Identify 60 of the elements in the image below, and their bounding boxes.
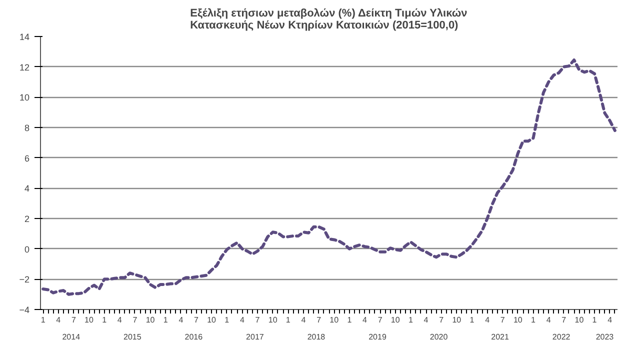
x-tick-label: 4: [56, 316, 62, 324]
y-tick-label: 4: [24, 184, 30, 194]
x-tick-label: 1: [286, 316, 291, 324]
y-tick-label: 8: [24, 123, 30, 133]
y-tick-label: 10: [19, 92, 30, 103]
x-tick-label: 7: [255, 316, 260, 324]
x-tick-label: 4: [424, 316, 429, 324]
x-tick-label: 4: [546, 316, 552, 324]
x-tick-label: 10: [330, 316, 340, 324]
y-tick-label: −4: [19, 305, 30, 315]
chart-title: Εξέλιξη ετήσιων μεταβολών (%) Δείκτη Τιμών Υλικών Κατασκευής Νέων Κτηρίων Κατοικιών (2015=100,0): [190, 8, 468, 32]
x-tick-label: 10: [574, 316, 584, 324]
text: 2020: [430, 332, 448, 342]
x-tick-label: 10: [513, 316, 523, 324]
x-tick-label: 7: [71, 316, 76, 324]
x-tick-label: 1: [592, 316, 598, 324]
x-tick-label: 1: [40, 316, 46, 324]
x-tick-label: 10: [84, 316, 94, 324]
text: 2016: [184, 332, 204, 342]
x-tick-label: 1: [408, 316, 414, 324]
x-tick-label: 10: [268, 316, 278, 324]
text: 2021: [491, 332, 510, 342]
y-tick-label: 12: [19, 62, 30, 72]
text: 2014: [62, 332, 81, 342]
y-tick-label: 6: [24, 153, 30, 164]
x-tick-label: 10: [146, 316, 156, 324]
x-tick-label: 4: [117, 316, 122, 324]
x-tick-label: 4: [485, 316, 490, 324]
text: 2023: [596, 332, 614, 342]
x-tick-label: 4: [240, 316, 245, 324]
x-tick-label: 4: [608, 316, 613, 324]
text: 2019: [368, 332, 387, 342]
x-tick-label: 7: [500, 316, 506, 324]
text: 2018: [307, 332, 326, 342]
x-tick-label: 1: [224, 316, 230, 324]
y-tick-label: 0: [24, 244, 30, 254]
line-series: [42, 58, 616, 296]
y-tick-label: 14: [19, 32, 30, 42]
y-tick-label: −2: [19, 274, 30, 285]
text: 2022: [552, 332, 571, 342]
text: 2015: [124, 332, 142, 342]
x-tick-label: 7: [562, 316, 567, 324]
x-tick-label: 7: [316, 316, 322, 324]
x-tick-label: 1: [163, 316, 168, 324]
x-tick-label: 4: [301, 316, 306, 324]
x-tick-label: 1: [470, 316, 475, 324]
x-tick-label: 1: [531, 316, 536, 324]
x-tick-label: 10: [390, 316, 400, 324]
x-tick-label: 10: [207, 316, 217, 324]
x-tick-label: 4: [178, 316, 184, 324]
x-tick-label: 10: [452, 316, 462, 324]
x-tick-label: 4: [362, 316, 368, 324]
x-tick-label: 7: [194, 316, 200, 324]
x-tick-label: 1: [347, 316, 352, 324]
x-tick-label: 7: [439, 316, 444, 324]
x-tick-label: 7: [378, 316, 383, 324]
y-tick-label: 2: [24, 214, 30, 224]
x-tick-label: 7: [132, 316, 138, 324]
x-tick-label: 1: [102, 316, 108, 324]
text: 2017: [246, 332, 264, 342]
